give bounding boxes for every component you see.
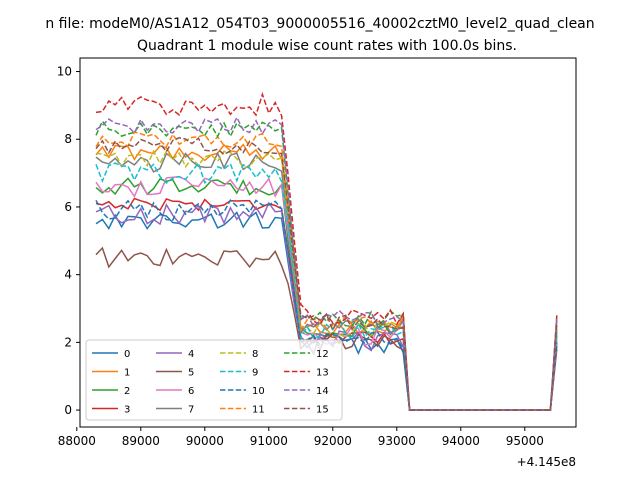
legend-label-3: 3 xyxy=(124,405,130,416)
legend-box xyxy=(85,339,343,421)
legend-label-2: 2 xyxy=(124,386,130,397)
series-line-14 xyxy=(95,115,558,411)
axes-frame xyxy=(79,57,577,428)
x-tick-label: 95000 xyxy=(506,434,544,448)
legend-label-8: 8 xyxy=(252,349,258,360)
series-line-15 xyxy=(95,137,558,411)
legend-label-9: 9 xyxy=(252,368,258,379)
legend-label-13: 13 xyxy=(316,368,329,379)
y-tick-label: 4 xyxy=(64,268,72,282)
legend-label-6: 6 xyxy=(188,386,194,397)
y-tick-label: 2 xyxy=(64,335,72,349)
legend-label-5: 5 xyxy=(188,368,194,379)
legend-label-7: 7 xyxy=(188,405,194,416)
x-tick-label: 93000 xyxy=(378,434,416,448)
legend-label-12: 12 xyxy=(316,349,329,360)
x-tick-label: 89000 xyxy=(122,434,160,448)
series-line-9 xyxy=(95,161,558,411)
x-tick-label: 92000 xyxy=(314,434,352,448)
legend-label-0: 0 xyxy=(124,349,130,360)
y-tick-label: 10 xyxy=(57,65,72,79)
legend-label-1: 1 xyxy=(124,368,130,379)
chart-title: Quadrant 1 module wise count rates with … xyxy=(137,38,517,54)
x-tick-label: 94000 xyxy=(442,434,480,448)
x-tick-label: 88000 xyxy=(58,434,96,448)
y-tick-label: 8 xyxy=(64,132,72,146)
legend-label-10: 10 xyxy=(252,386,265,397)
figure-suptitle: n file: modeM0/AS1A12_054T03_9000005516_… xyxy=(45,16,594,32)
legend-label-15: 15 xyxy=(316,405,329,416)
legend-label-11: 11 xyxy=(252,405,265,416)
y-tick-label: 6 xyxy=(64,200,72,214)
x-offset-label: +4.145e8 xyxy=(517,455,576,469)
plot-area xyxy=(95,91,558,411)
axis-ticks: 88000 89000 90000 91000 92000 93000 94000 95000… xyxy=(57,65,544,448)
x-tick-label: 90000 xyxy=(186,434,224,448)
y-tick-label: 0 xyxy=(64,403,72,417)
x-tick-label: 91000 xyxy=(250,434,288,448)
legend-label-4: 4 xyxy=(188,349,194,360)
legend-label-14: 14 xyxy=(316,386,329,397)
